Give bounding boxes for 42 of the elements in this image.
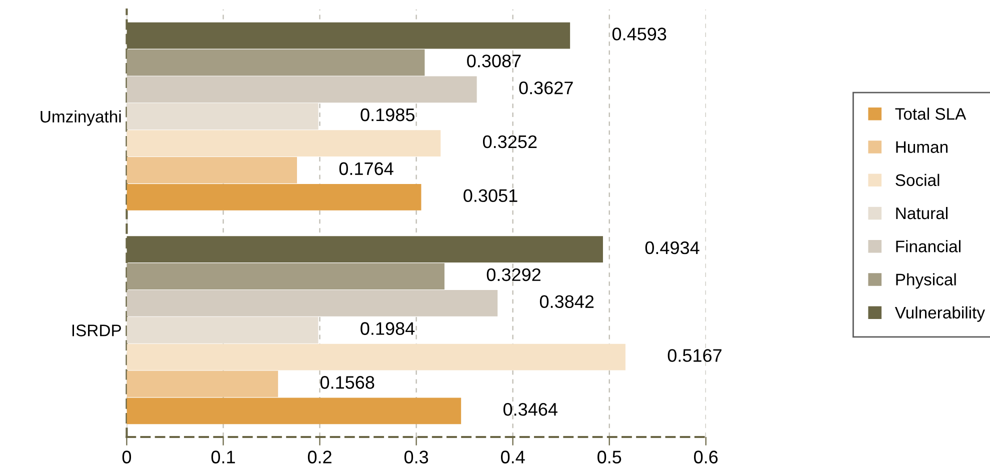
bar — [126, 344, 626, 370]
x-tick-label: 0.5 — [598, 450, 622, 464]
data-label: 0.1984 — [360, 322, 415, 335]
bar — [126, 316, 318, 344]
bar — [126, 184, 422, 210]
legend-label: Social — [896, 174, 940, 186]
data-label: 0.3051 — [464, 189, 518, 202]
legend-label: Physical — [896, 273, 956, 289]
legend-label: Financial — [896, 240, 960, 252]
data-label: 0.3627 — [519, 82, 573, 94]
bar — [126, 290, 498, 316]
legend-label: Natural — [896, 206, 948, 220]
bar — [126, 103, 318, 130]
legend-label: Total SLA — [895, 108, 966, 120]
data-label: 0.4593 — [612, 28, 666, 40]
legend-label: Vulnerability — [894, 306, 985, 322]
data-label: 0.1568 — [320, 376, 374, 389]
data-label: 0.1764 — [339, 162, 394, 176]
bar — [126, 370, 278, 398]
x-tick-label: 0.6 — [694, 450, 718, 464]
y-tick-label: Umzinyathi — [40, 110, 121, 126]
data-label: 0.4934 — [645, 241, 700, 254]
data-label: 0.3464 — [503, 402, 558, 416]
data-label: 0.5167 — [668, 349, 722, 362]
data-label: 0.3252 — [482, 135, 537, 148]
data-label: 0.3842 — [540, 295, 594, 308]
bar — [126, 398, 462, 424]
x-tick-label: 0.1 — [211, 450, 235, 464]
x-tick-label: 0.4 — [500, 450, 525, 464]
bar — [126, 76, 477, 103]
legend-label: Human — [896, 141, 948, 153]
data-label: 0.3292 — [486, 268, 540, 282]
x-tick-label: 0.3 — [404, 450, 428, 464]
x-tick-label: 0 — [122, 450, 132, 464]
bar — [126, 49, 425, 76]
bar — [126, 263, 444, 290]
bar — [126, 130, 441, 157]
y-tick-label: ISRDP — [72, 324, 121, 336]
data-label: 0.3087 — [467, 54, 521, 68]
x-tick-label: 0.2 — [308, 450, 332, 464]
data-label: 0.1985 — [360, 108, 414, 122]
bar — [126, 157, 297, 184]
